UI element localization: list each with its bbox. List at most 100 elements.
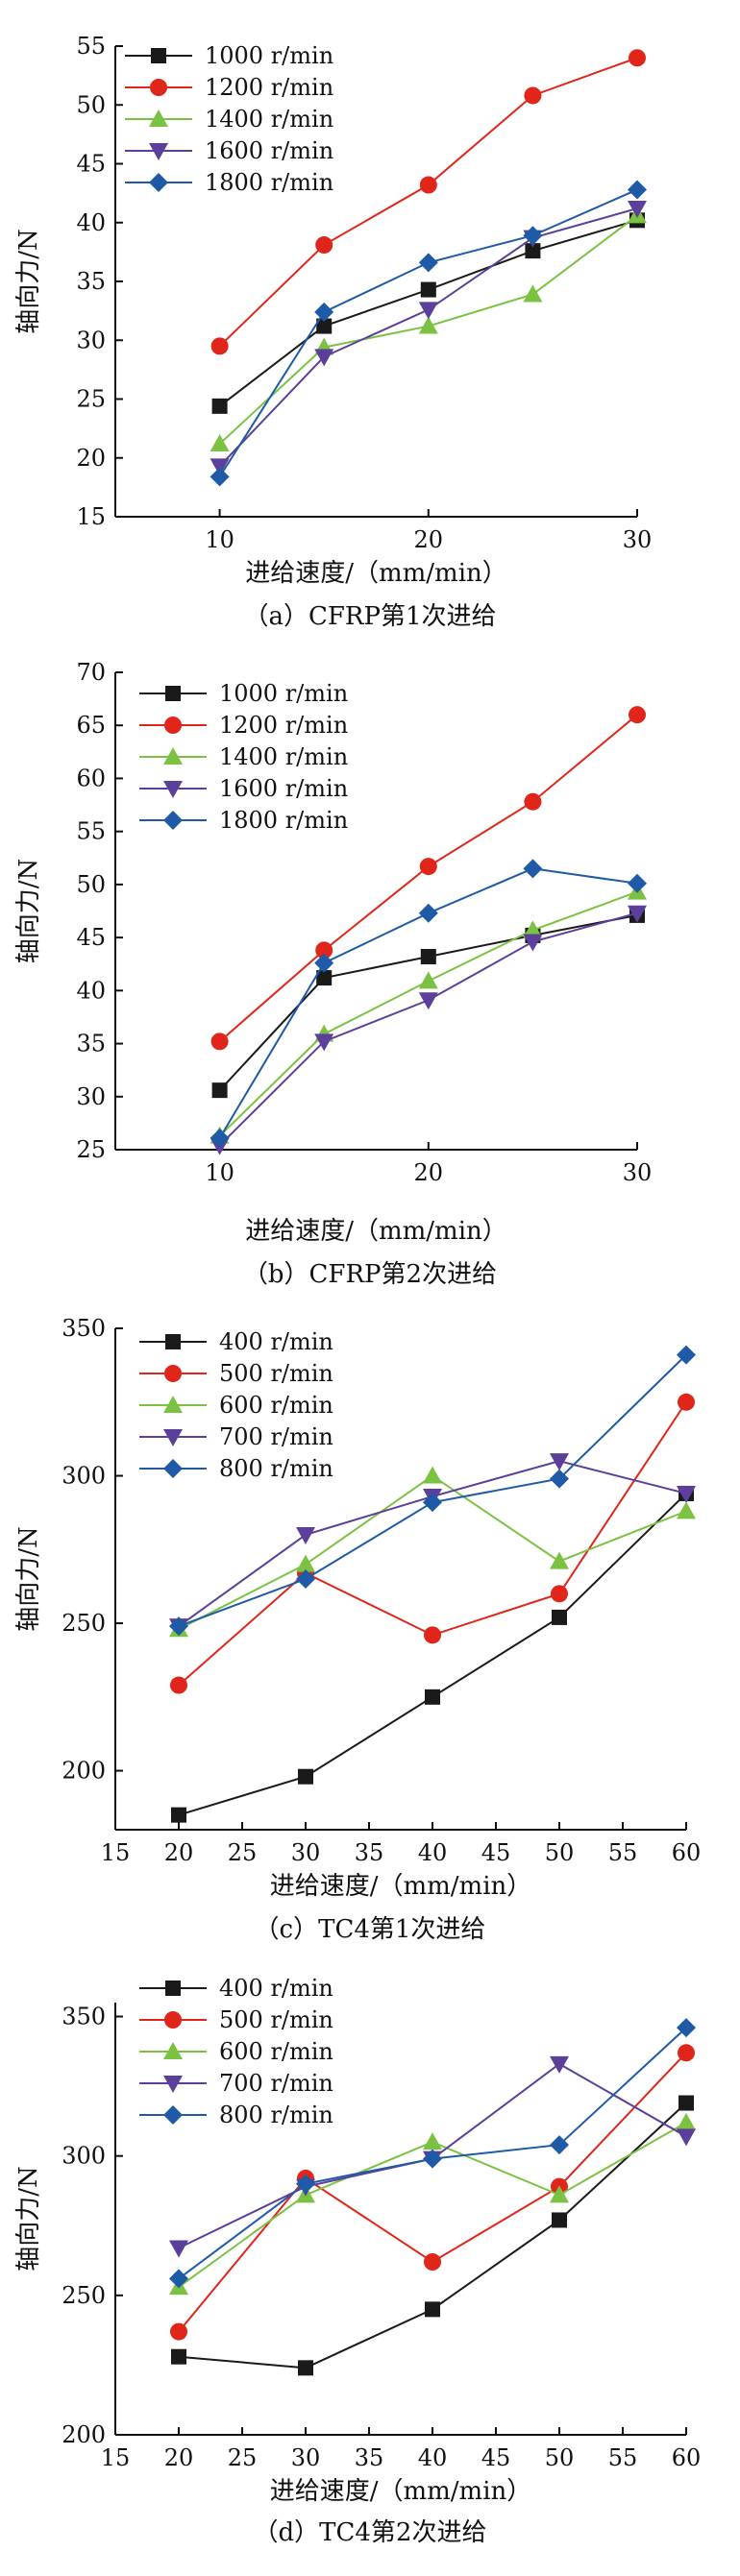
x-tick-label: 30 xyxy=(623,526,653,553)
data-point xyxy=(419,858,437,876)
y-tick-label: 250 xyxy=(62,2282,106,2309)
x-tick-label: 55 xyxy=(608,1839,638,1866)
data-point xyxy=(523,934,543,952)
data-point xyxy=(524,86,542,105)
x-axis-title: 进给速度/（mm/min） xyxy=(270,2477,532,2506)
legend-label: 1400 r/min xyxy=(219,743,348,770)
x-tick-label: 10 xyxy=(205,1159,234,1186)
data-point xyxy=(420,948,436,964)
y-tick-label: 350 xyxy=(62,1315,106,1342)
legend-label: 1800 r/min xyxy=(219,807,348,834)
data-point xyxy=(550,1551,569,1569)
chart-panel-2: 25 30 35 40 45 50 55 60 65 70 10 20 30 进给速度/（mm/min） 轴… xyxy=(14,659,652,1289)
y-tick-label: 35 xyxy=(76,1031,106,1057)
y-tick-label: 300 xyxy=(62,1463,106,1490)
legend-label: 800 r/min xyxy=(219,1455,333,1482)
y-tick-label: 50 xyxy=(76,91,106,118)
data-point xyxy=(314,1033,334,1052)
data-point xyxy=(423,2149,442,2169)
y-tick-label: 45 xyxy=(76,924,106,951)
data-point xyxy=(550,2185,569,2203)
y-axis-title: 轴向力/N xyxy=(14,1526,43,1632)
series-line-4 xyxy=(218,911,638,1147)
legend-label: 1000 r/min xyxy=(219,680,348,707)
data-point xyxy=(424,1626,441,1644)
data-point xyxy=(523,920,543,938)
legend-label: 600 r/min xyxy=(219,1392,333,1419)
data-point xyxy=(169,2240,188,2258)
legend-marker xyxy=(149,173,168,192)
data-point xyxy=(677,1345,696,1365)
data-point xyxy=(316,318,333,334)
legend-label: 400 r/min xyxy=(219,1975,333,2002)
panel-caption: （a）CFRP第1次进给 xyxy=(243,602,496,631)
data-point xyxy=(677,1485,696,1503)
y-tick-label: 350 xyxy=(62,2004,106,2030)
x-tick-label: 15 xyxy=(101,1839,131,1866)
data-point xyxy=(296,2174,315,2194)
legend-label: 1200 r/min xyxy=(205,74,333,101)
legend-marker xyxy=(164,2011,182,2029)
data-point xyxy=(677,2018,696,2038)
data-point xyxy=(314,302,334,322)
legend-marker xyxy=(163,811,183,830)
data-point xyxy=(677,2128,696,2147)
data-point xyxy=(169,2269,188,2289)
data-point xyxy=(628,180,647,200)
x-tick-label: 30 xyxy=(623,1159,653,1186)
data-point xyxy=(418,253,438,273)
data-point xyxy=(210,458,230,476)
y-tick-label: 70 xyxy=(76,659,106,686)
y-tick-label: 300 xyxy=(62,2143,106,2170)
data-point xyxy=(211,1082,228,1099)
y-tick-label: 25 xyxy=(76,1136,106,1163)
data-point xyxy=(170,2322,187,2341)
y-tick-label: 15 xyxy=(76,503,106,530)
chart-panel-4: 200 250 300 350 15 20 25 30 35 40 45 50 55 60 进给速度/（mm… xyxy=(14,1975,701,2547)
legend-marker xyxy=(149,109,168,127)
data-point xyxy=(550,2135,569,2155)
x-axis-title: 进给速度/（mm/min） xyxy=(245,559,507,588)
data-point xyxy=(628,905,647,923)
legend-label: 1800 r/min xyxy=(205,169,333,196)
data-point xyxy=(211,398,228,414)
x-tick-label: 25 xyxy=(228,2444,258,2471)
y-tick-label: 50 xyxy=(76,871,106,898)
x-tick-label: 60 xyxy=(672,2444,702,2471)
data-point xyxy=(678,2044,695,2062)
data-point xyxy=(418,903,438,923)
legend-label: 1600 r/min xyxy=(219,775,348,802)
data-point xyxy=(552,2212,567,2228)
x-tick-label: 20 xyxy=(164,1839,194,1866)
data-point xyxy=(210,1128,230,1148)
data-point xyxy=(419,176,437,194)
y-tick-label: 35 xyxy=(76,268,106,295)
legend-label: 600 r/min xyxy=(219,2038,333,2065)
data-point xyxy=(525,243,541,259)
legend-marker xyxy=(163,1429,183,1446)
x-tick-label: 30 xyxy=(291,1839,321,1866)
data-point xyxy=(678,1393,695,1411)
series-line-3 xyxy=(218,890,638,1137)
data-point xyxy=(315,941,333,960)
y-tick-label: 55 xyxy=(76,818,106,845)
legend-label: 500 r/min xyxy=(219,2006,333,2033)
x-tick-label: 15 xyxy=(101,2444,131,2471)
x-axis-title: 进给速度/（mm/min） xyxy=(245,1217,507,1246)
x-tick-label: 50 xyxy=(545,2444,575,2471)
data-point xyxy=(550,1453,569,1471)
legend-label: 700 r/min xyxy=(219,1423,333,1450)
x-axis-title: 进给速度/（mm/min） xyxy=(270,1872,532,1901)
legend-label: 1600 r/min xyxy=(205,137,333,164)
data-point xyxy=(314,349,334,367)
data-point xyxy=(423,1493,442,1513)
legend-marker xyxy=(163,747,183,765)
legend-marker xyxy=(164,717,182,734)
data-point xyxy=(418,302,438,320)
y-tick-label: 200 xyxy=(62,2421,106,2448)
x-tick-label: 30 xyxy=(291,2444,321,2471)
x-tick-label: 45 xyxy=(481,1839,511,1866)
x-tick-label: 10 xyxy=(205,526,234,553)
legend-label: 1400 r/min xyxy=(205,106,333,133)
